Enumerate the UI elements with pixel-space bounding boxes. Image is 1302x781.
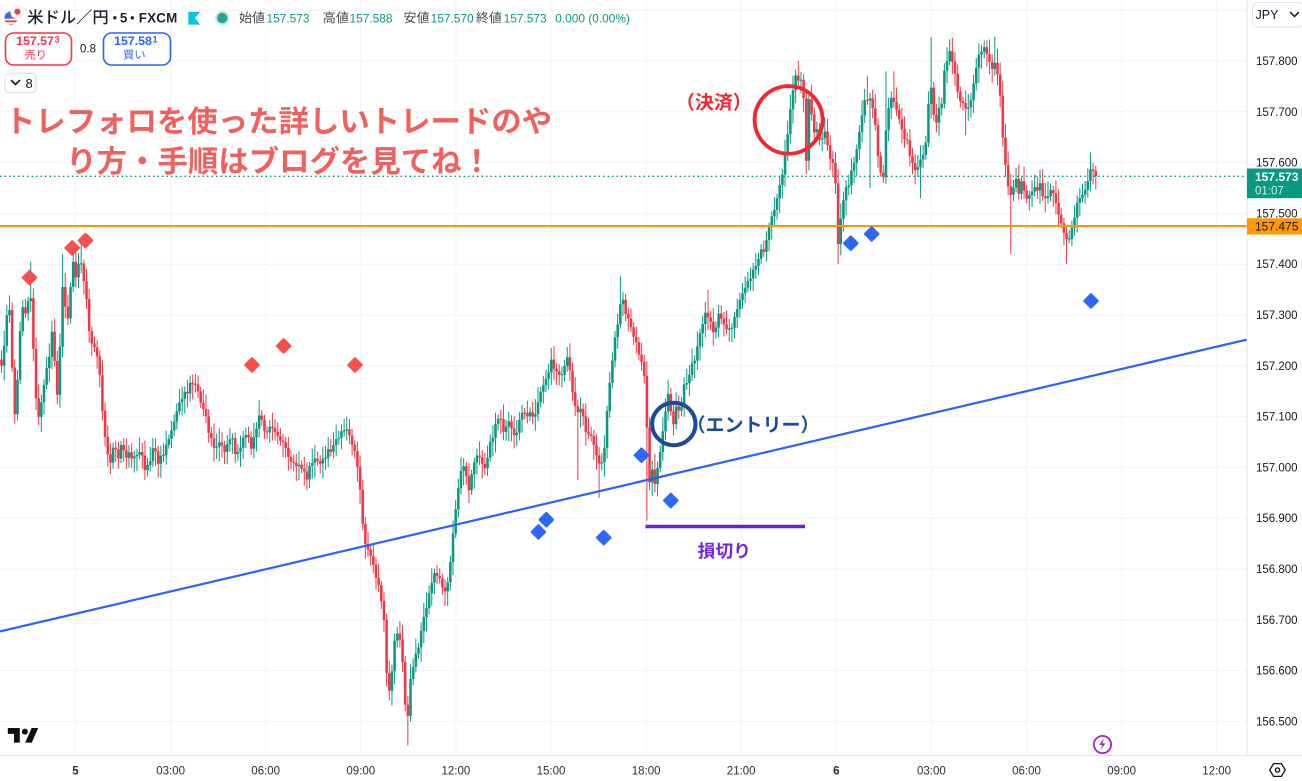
svg-text:157.400: 157.400: [1256, 259, 1298, 271]
svg-text:09:00: 09:00: [1107, 766, 1136, 778]
svg-text:JPY: JPY: [1256, 8, 1280, 22]
svg-text:15:00: 15:00: [537, 766, 566, 778]
svg-text:09:00: 09:00: [346, 766, 375, 778]
svg-text:157.573: 157.573: [504, 11, 547, 25]
svg-text:12:00: 12:00: [1202, 766, 1231, 778]
svg-text:157.570: 157.570: [431, 11, 474, 25]
svg-text:157.58: 157.58: [114, 34, 152, 48]
svg-text:FXCM: FXCM: [139, 11, 178, 26]
svg-text:156.500: 156.500: [1256, 716, 1298, 728]
svg-text:157.475: 157.475: [1255, 220, 1299, 234]
svg-text:1: 1: [153, 35, 158, 45]
svg-text:157.57: 157.57: [16, 34, 54, 48]
svg-text:03:00: 03:00: [156, 766, 185, 778]
svg-text:12:00: 12:00: [442, 766, 471, 778]
svg-text:8: 8: [26, 76, 33, 91]
svg-text:157.100: 157.100: [1256, 412, 1298, 424]
svg-text:6: 6: [833, 766, 839, 778]
svg-text:157.573: 157.573: [1255, 170, 1299, 184]
svg-text:21:00: 21:00: [727, 766, 756, 778]
svg-text:157.700: 157.700: [1256, 107, 1298, 119]
svg-text:06:00: 06:00: [251, 766, 280, 778]
svg-text:157.588: 157.588: [350, 11, 393, 25]
svg-text:157.800: 157.800: [1256, 56, 1298, 68]
svg-text:156.700: 156.700: [1256, 615, 1298, 627]
svg-text:5: 5: [120, 11, 128, 26]
svg-text:0.8: 0.8: [80, 44, 96, 56]
svg-text:157.300: 157.300: [1256, 310, 1298, 322]
svg-text:156.600: 156.600: [1256, 666, 1298, 678]
svg-text:06:00: 06:00: [1012, 766, 1041, 778]
svg-text:156.800: 156.800: [1256, 564, 1298, 576]
svg-text:3: 3: [55, 35, 60, 45]
svg-text:157.600: 157.600: [1256, 158, 1298, 170]
svg-text:156.900: 156.900: [1256, 513, 1298, 525]
svg-text:18:00: 18:00: [632, 766, 661, 778]
svg-text:157.573: 157.573: [267, 11, 310, 25]
svg-text:03:00: 03:00: [917, 766, 946, 778]
svg-text:5: 5: [72, 766, 79, 778]
svg-text:01:07: 01:07: [1255, 186, 1284, 198]
svg-text:157.200: 157.200: [1256, 361, 1298, 373]
svg-text:157.000: 157.000: [1256, 462, 1298, 474]
svg-text:157.500: 157.500: [1256, 208, 1298, 220]
svg-text:0.000 (0.00%): 0.000 (0.00%): [555, 11, 630, 25]
